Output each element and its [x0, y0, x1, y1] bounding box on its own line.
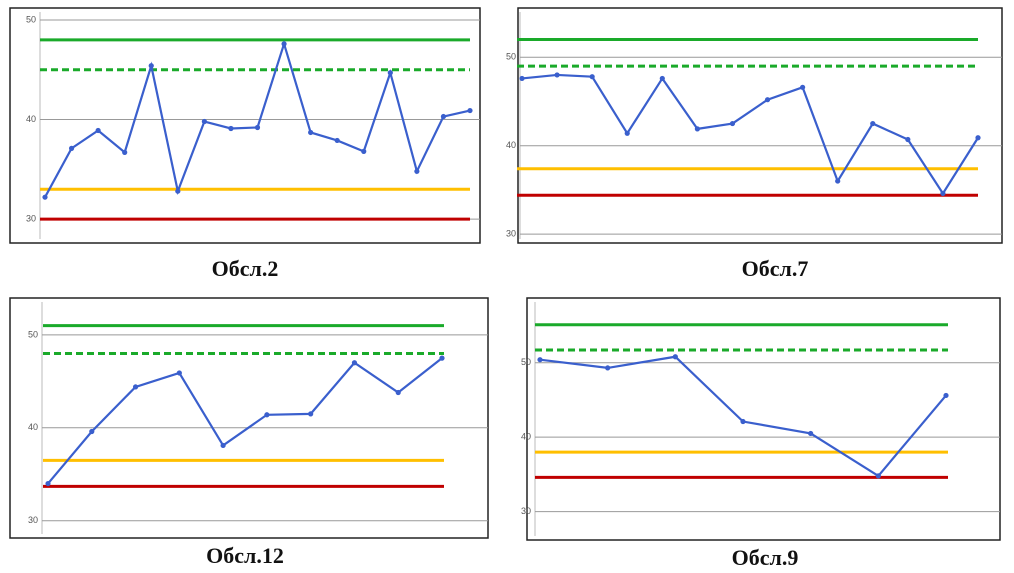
data-point	[870, 120, 876, 127]
data-point	[659, 75, 665, 82]
y-tick-label: 30	[506, 229, 516, 239]
data-point	[175, 188, 181, 194]
data-point	[220, 442, 226, 449]
data-point	[694, 126, 700, 132]
panel-frame	[517, 7, 1003, 244]
data-point	[537, 357, 543, 363]
data-point	[800, 84, 806, 90]
data-point	[414, 168, 420, 174]
caption: Обсл.12	[206, 543, 284, 568]
data-point	[519, 75, 525, 82]
data-point	[729, 120, 736, 127]
caption: Обсл.2	[212, 256, 279, 281]
y-tick-label: 50	[28, 329, 38, 339]
data-point	[122, 149, 128, 155]
data-point	[281, 41, 287, 47]
y-tick-label: 40	[506, 140, 516, 150]
data-point	[764, 97, 771, 103]
data-point	[132, 384, 139, 390]
y-tick-label: 50	[26, 14, 36, 24]
data-point	[351, 360, 358, 366]
data-point	[624, 130, 630, 136]
data-point	[905, 136, 911, 143]
panel-frame	[9, 297, 489, 539]
y-tick-label: 40	[521, 432, 531, 442]
data-point	[308, 411, 314, 417]
data-point	[589, 74, 595, 80]
y-tick-label: 30	[521, 506, 531, 516]
panel-frame	[526, 297, 1001, 541]
caption: Обсл.7	[742, 256, 809, 281]
data-point	[605, 365, 611, 371]
data-point	[440, 113, 447, 120]
data-point	[228, 125, 234, 132]
panel-frame	[9, 7, 481, 244]
y-tick-label: 30	[28, 515, 38, 525]
y-tick-label: 30	[26, 213, 36, 223]
data-point	[672, 354, 678, 360]
data-point	[467, 107, 473, 114]
data-point	[975, 135, 981, 141]
data-point	[45, 480, 51, 487]
data-line	[47, 357, 443, 485]
data-point	[740, 418, 746, 425]
data-point	[148, 63, 154, 69]
data-point	[943, 392, 949, 399]
y-tick-label: 50	[521, 357, 531, 367]
data-line	[521, 73, 979, 196]
data-point	[875, 473, 881, 479]
y-tick-label: 40	[26, 114, 36, 124]
data-point	[439, 355, 445, 361]
data-point	[940, 190, 946, 197]
data-point	[308, 129, 314, 136]
y-tick-label: 50	[506, 52, 516, 62]
data-point	[808, 430, 814, 437]
data-point	[387, 70, 393, 76]
data-point	[42, 194, 48, 200]
data-point	[554, 72, 560, 78]
data-point	[254, 124, 261, 131]
data-point	[361, 148, 367, 154]
data-point	[264, 412, 270, 418]
data-point	[201, 118, 207, 125]
data-point	[395, 389, 401, 396]
caption: Обсл.9	[732, 545, 799, 570]
data-point	[95, 127, 101, 134]
data-point	[68, 145, 75, 151]
y-tick-label: 40	[28, 422, 38, 432]
data-point	[176, 370, 182, 376]
data-point	[334, 137, 340, 144]
data-point	[835, 178, 841, 184]
data-point	[89, 428, 95, 435]
